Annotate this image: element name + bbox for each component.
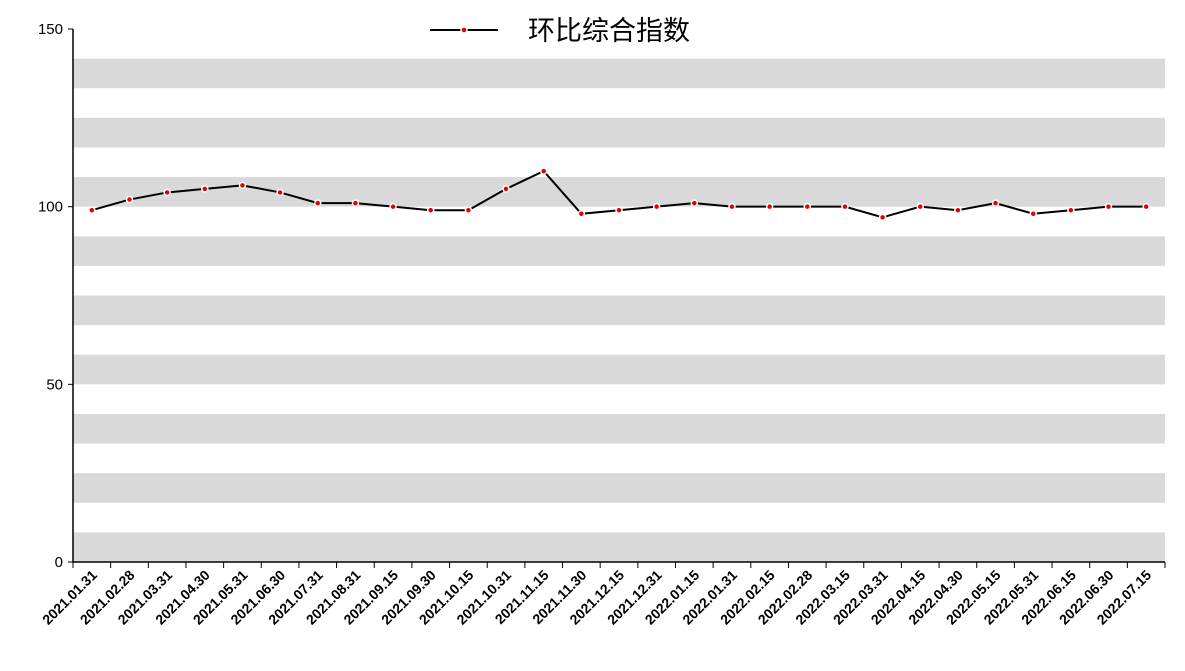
point xyxy=(1104,202,1113,211)
grid-band xyxy=(73,177,1165,207)
point xyxy=(615,206,623,214)
grid-band xyxy=(73,58,1165,89)
point xyxy=(916,202,924,211)
point xyxy=(464,206,473,214)
point xyxy=(276,188,284,197)
point xyxy=(201,185,209,193)
point xyxy=(841,202,849,211)
grid-band xyxy=(73,532,1165,562)
point xyxy=(728,202,736,211)
point xyxy=(1142,202,1150,211)
grid-band xyxy=(73,413,1165,444)
point xyxy=(389,202,397,211)
grid-band xyxy=(73,236,1165,266)
point xyxy=(125,195,134,204)
grid-band xyxy=(73,295,1165,326)
point xyxy=(652,202,661,211)
point xyxy=(314,199,322,207)
point xyxy=(577,210,586,218)
point xyxy=(878,213,887,222)
point xyxy=(954,206,962,214)
point xyxy=(803,202,812,211)
legend-label: 环比综合指数 xyxy=(528,16,690,46)
point xyxy=(690,199,699,207)
y-tick-label: 0 xyxy=(55,554,63,571)
grid-band xyxy=(73,473,1165,503)
point xyxy=(765,202,774,211)
point xyxy=(238,181,247,190)
y-tick-label: 150 xyxy=(38,21,63,38)
point xyxy=(539,167,548,175)
point xyxy=(426,206,435,214)
point xyxy=(502,185,510,193)
point xyxy=(351,199,360,207)
y-tick-label: 50 xyxy=(46,376,63,393)
point xyxy=(991,199,1000,207)
legend-marker xyxy=(460,26,468,34)
grid-band xyxy=(73,354,1165,385)
point xyxy=(1029,210,1037,218)
grid-band xyxy=(73,117,1165,148)
point xyxy=(1067,206,1075,214)
point xyxy=(163,188,171,197)
point xyxy=(88,206,96,214)
y-tick-label: 100 xyxy=(38,199,63,216)
